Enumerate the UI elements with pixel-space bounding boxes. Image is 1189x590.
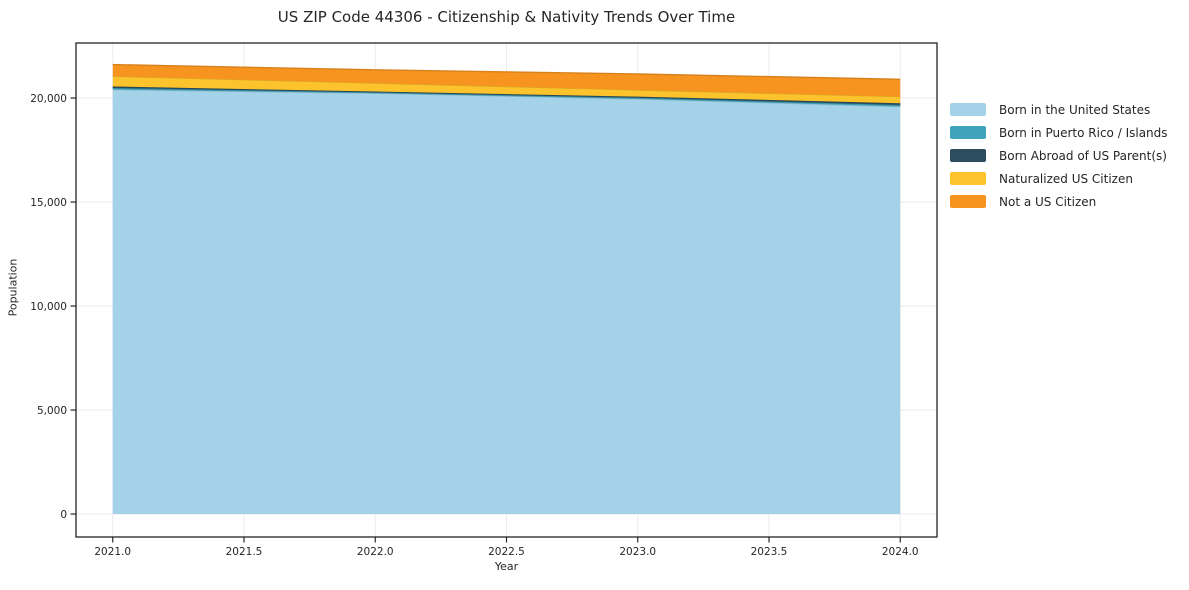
legend-label: Naturalized US Citizen [999,171,1133,186]
area-layer-3 [112,76,901,104]
x-tick-label: 2022.5 [488,546,525,558]
legend-label: Born in Puerto Rico / Islands [999,125,1168,140]
legend-swatch-icon [950,172,986,185]
y-tick-label: 20,000 [30,93,67,105]
y-tick-label: 5,000 [37,405,67,417]
area-layer-0 [112,89,901,514]
area-layer-edge-4 [112,63,901,80]
x-tick-label: 2021.5 [226,546,263,558]
legend-label: Born in the United States [999,102,1151,117]
x-tick-label: 2023.0 [619,546,656,558]
y-tick-label: 15,000 [30,197,67,209]
legend-item: Born in the United States [950,102,1168,117]
legend-swatch-icon [950,149,986,162]
legend-item: Naturalized US Citizen [950,171,1168,186]
area-layer-2 [112,86,901,105]
y-tick-label: 0 [60,509,67,521]
legend: Born in the United States Born in Puerto … [950,103,1168,218]
legend-swatch-icon [950,126,986,139]
legend-swatch-icon [950,195,986,208]
x-tick-label: 2023.5 [751,546,788,558]
legend-item: Born in Puerto Rico / Islands [950,125,1168,140]
legend-item: Not a US Citizen [950,194,1168,209]
legend-item: Born Abroad of US Parent(s) [950,148,1168,163]
legend-label: Not a US Citizen [999,194,1097,209]
legend-label: Born Abroad of US Parent(s) [999,148,1167,163]
y-axis-label: Population [6,258,20,317]
x-tick-label: 2024.0 [882,546,919,558]
x-tick-label: 2021.0 [94,546,131,558]
x-tick-label: 2022.0 [357,546,394,558]
chart-title: US ZIP Code 44306 - Citizenship & Nativi… [277,8,736,26]
x-axis-label: Year [494,560,519,573]
y-tick-label: 10,000 [30,301,67,313]
area-layer-4 [112,64,901,97]
legend-swatch-icon [950,103,986,116]
